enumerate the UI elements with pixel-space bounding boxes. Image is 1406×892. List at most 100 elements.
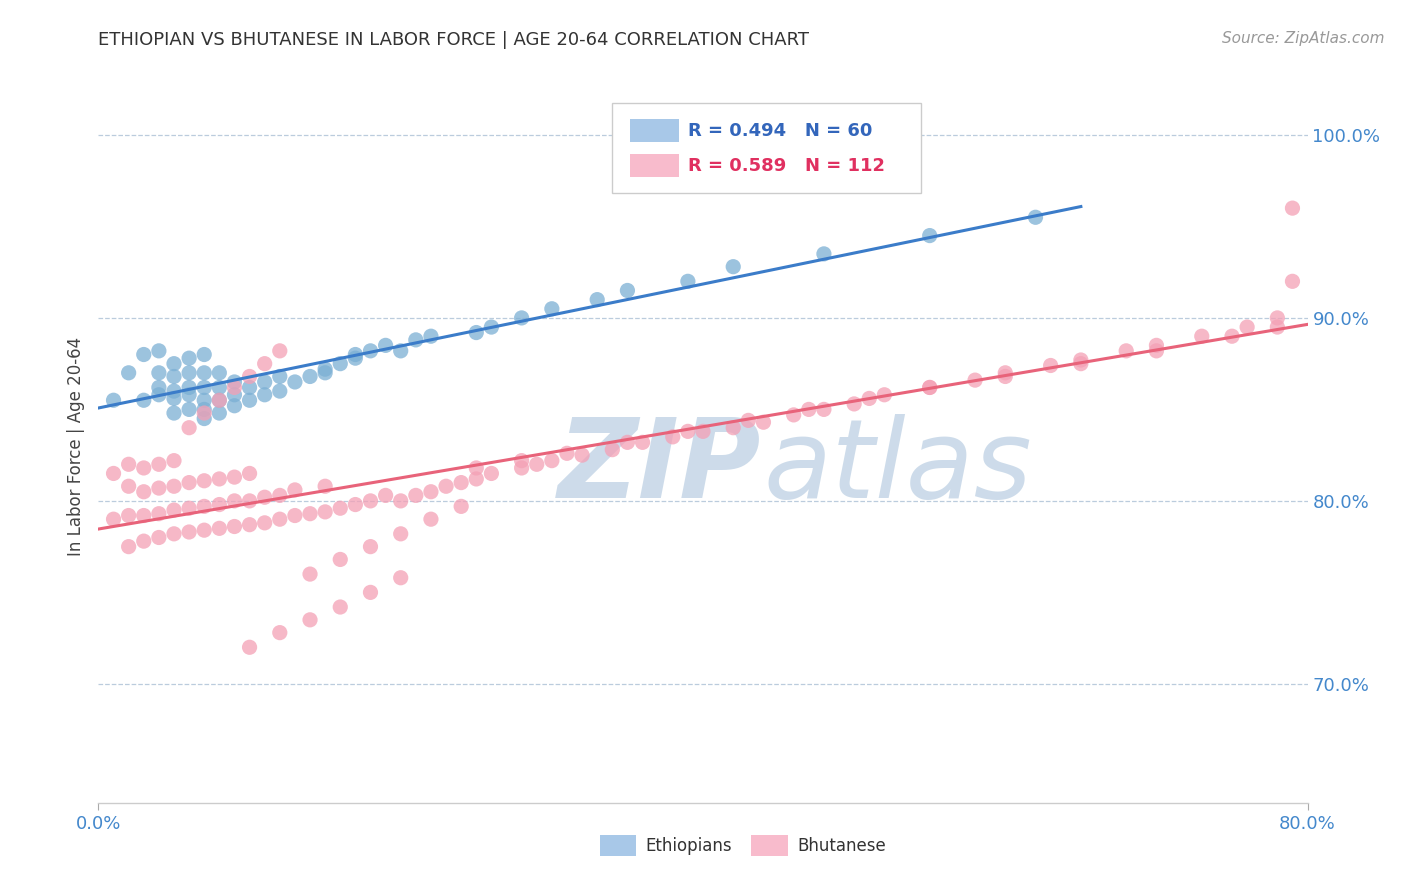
- Point: [737, 413, 759, 427]
- Point: [405, 488, 427, 502]
- Point: [994, 369, 1017, 384]
- Text: Source: ZipAtlas.com: Source: ZipAtlas.com: [1222, 31, 1385, 46]
- Point: [148, 380, 170, 394]
- Point: [179, 351, 201, 366]
- Point: [1070, 357, 1092, 371]
- Bar: [630, 154, 679, 177]
- Point: [571, 448, 593, 462]
- Point: [208, 521, 231, 535]
- Point: [1236, 320, 1258, 334]
- Point: [253, 357, 276, 371]
- Point: [465, 326, 488, 340]
- Point: [269, 343, 291, 358]
- Point: [253, 490, 276, 504]
- Point: [1281, 201, 1303, 215]
- Point: [179, 380, 201, 394]
- Point: [193, 402, 215, 417]
- Point: [329, 600, 352, 615]
- Point: [118, 508, 141, 523]
- Point: [179, 402, 201, 417]
- Point: [918, 380, 941, 394]
- Point: [450, 475, 472, 490]
- Point: [118, 458, 141, 472]
- Point: [360, 585, 382, 599]
- Point: [103, 393, 125, 408]
- Point: [676, 274, 699, 288]
- Point: [360, 494, 382, 508]
- Text: atlas: atlas: [763, 414, 1032, 521]
- Point: [103, 512, 125, 526]
- Point: [269, 369, 291, 384]
- Point: [163, 369, 186, 384]
- Point: [179, 475, 201, 490]
- Point: [148, 481, 170, 495]
- Bar: [630, 120, 679, 142]
- Point: [813, 402, 835, 417]
- Point: [344, 351, 367, 366]
- Point: [813, 247, 835, 261]
- Point: [510, 461, 533, 475]
- Point: [132, 461, 155, 475]
- Point: [1115, 343, 1137, 358]
- Point: [586, 293, 609, 307]
- Point: [389, 343, 412, 358]
- Point: [389, 571, 412, 585]
- Point: [163, 479, 186, 493]
- Point: [239, 380, 262, 394]
- Point: [873, 388, 896, 402]
- Point: [314, 479, 336, 493]
- Point: [465, 461, 488, 475]
- Point: [224, 399, 246, 413]
- Point: [224, 380, 246, 394]
- Point: [208, 380, 231, 394]
- Point: [389, 526, 412, 541]
- Point: [540, 301, 562, 316]
- Point: [224, 375, 246, 389]
- Point: [193, 474, 215, 488]
- Point: [103, 467, 125, 481]
- Point: [481, 467, 503, 481]
- Point: [163, 406, 186, 420]
- Point: [510, 310, 533, 325]
- Point: [148, 531, 170, 545]
- Point: [299, 369, 322, 384]
- Point: [526, 458, 548, 472]
- Point: [314, 505, 336, 519]
- Point: [193, 406, 215, 420]
- Point: [163, 503, 186, 517]
- Point: [692, 425, 714, 439]
- Point: [269, 384, 291, 398]
- Point: [269, 488, 291, 502]
- Point: [329, 357, 352, 371]
- Point: [269, 512, 291, 526]
- Point: [314, 366, 336, 380]
- Point: [163, 384, 186, 398]
- Point: [148, 458, 170, 472]
- Point: [163, 357, 186, 371]
- Point: [132, 484, 155, 499]
- Point: [284, 375, 307, 389]
- Point: [1024, 211, 1046, 225]
- Point: [510, 453, 533, 467]
- Point: [314, 362, 336, 376]
- Point: [163, 526, 186, 541]
- Bar: [751, 835, 787, 856]
- Point: [193, 380, 215, 394]
- Point: [118, 540, 141, 554]
- Point: [193, 393, 215, 408]
- Point: [253, 516, 276, 530]
- Point: [723, 420, 745, 434]
- Point: [208, 498, 231, 512]
- Point: [239, 517, 262, 532]
- Point: [389, 494, 412, 508]
- Point: [193, 411, 215, 425]
- Text: R = 0.494   N = 60: R = 0.494 N = 60: [689, 122, 873, 140]
- Point: [239, 393, 262, 408]
- Point: [631, 435, 654, 450]
- Point: [148, 388, 170, 402]
- Text: R = 0.589   N = 112: R = 0.589 N = 112: [689, 157, 886, 175]
- Point: [1144, 343, 1167, 358]
- Point: [193, 366, 215, 380]
- Point: [360, 540, 382, 554]
- Point: [148, 343, 170, 358]
